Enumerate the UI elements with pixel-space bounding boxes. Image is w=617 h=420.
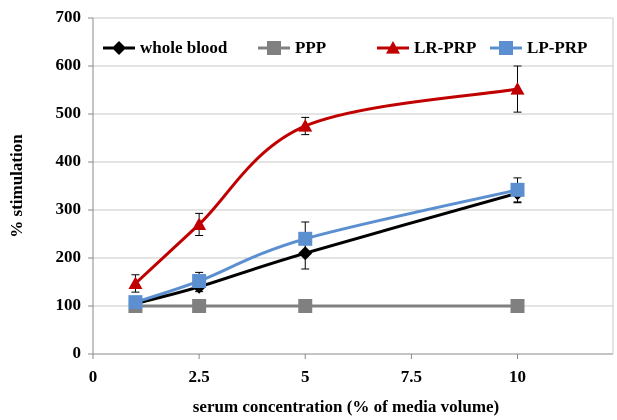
marker [386, 41, 400, 54]
marker [128, 295, 143, 310]
y-tick-label: 500 [56, 103, 82, 122]
marker [112, 41, 126, 55]
x-tick-label: 10 [509, 367, 526, 386]
legend-item: PPP [258, 38, 326, 57]
y-tick-label: 100 [56, 295, 82, 314]
marker [510, 82, 525, 95]
x-tick-label: 5 [301, 367, 310, 386]
marker [267, 41, 281, 55]
marker [298, 119, 313, 132]
legend-item: LP-PRP [490, 38, 587, 57]
marker [298, 231, 313, 246]
x-tick-label: 7.5 [401, 367, 422, 386]
legend-label: LR-PRP [414, 38, 476, 57]
legend-item: LR-PRP [377, 38, 476, 57]
marker [510, 299, 525, 313]
marker [298, 299, 313, 313]
series-line [135, 191, 518, 306]
legend-item: whole blood [103, 38, 228, 57]
marker [510, 182, 525, 197]
y-tick-label: 700 [56, 7, 82, 26]
y-tick-label: 200 [56, 247, 82, 266]
legend-label: LP-PRP [527, 38, 587, 57]
y-tick-label: 0 [73, 343, 82, 362]
marker [192, 299, 207, 313]
series-line [134, 87, 518, 285]
y-tick-label: 400 [56, 151, 82, 170]
legend-label: PPP [295, 38, 326, 57]
x-tick-label: 0 [89, 367, 98, 386]
marker [192, 217, 207, 230]
marker [499, 41, 513, 55]
marker [192, 274, 207, 289]
x-tick-label: 2.5 [188, 367, 209, 386]
y-tick-label: 300 [56, 199, 82, 218]
y-tick-label: 600 [56, 55, 82, 74]
y-axis-label: % stimulation [7, 134, 26, 238]
series-line [134, 188, 518, 304]
marker [128, 276, 143, 290]
legend-label: whole blood [140, 38, 228, 57]
x-axis-label: serum concentration (% of media volume) [193, 397, 499, 416]
